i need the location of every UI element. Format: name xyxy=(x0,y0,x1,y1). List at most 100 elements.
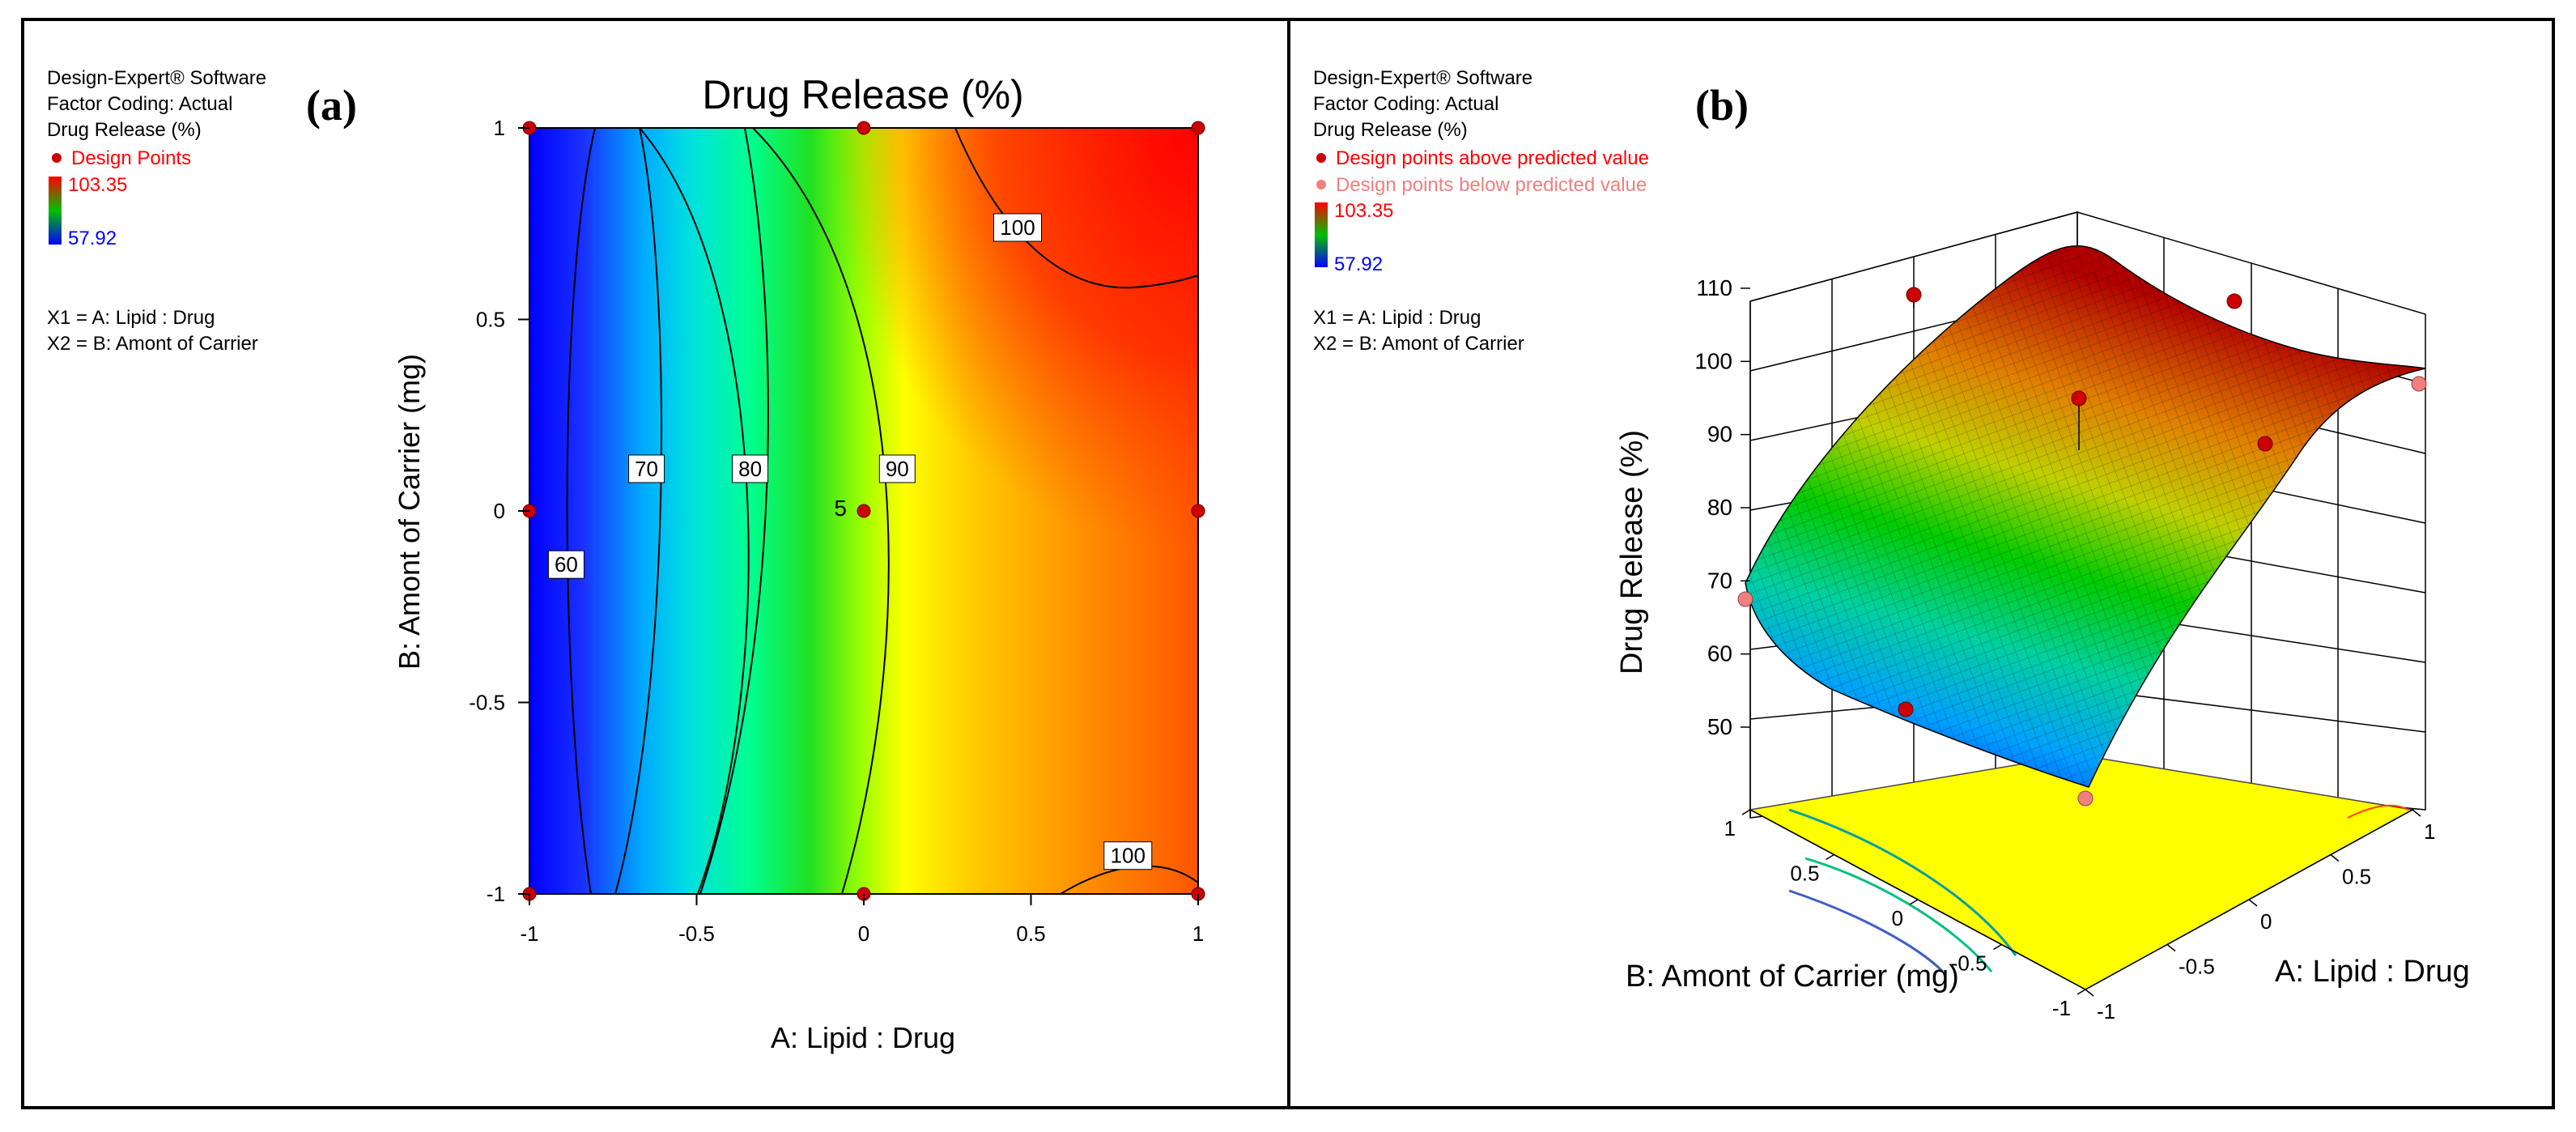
contour-design-point xyxy=(1191,504,1205,518)
contour-x-axis-label: A: Lipid : Drug xyxy=(771,1021,955,1054)
legend-b-max: 103.35 xyxy=(1334,200,1393,222)
surface-y-tick-mark xyxy=(1909,899,1919,905)
panel-a-title: Drug Release (%) xyxy=(702,72,1023,117)
surface-x-axis-label: A: Lipid : Drug xyxy=(2275,955,2470,989)
surface-y-tick-mark xyxy=(1826,853,1834,861)
contour-y-tick-label: 0.5 xyxy=(476,308,505,332)
contour-line-80 xyxy=(639,127,750,895)
legend-b-below-marker xyxy=(1316,180,1326,189)
contour-label: 70 xyxy=(635,457,658,481)
contour-x-tick-label: -0.5 xyxy=(678,921,715,946)
surface-x-tick-label: 0.5 xyxy=(2342,865,2371,889)
surface-design-points xyxy=(1737,287,2427,806)
contour-y-axis-label: B: Amont of Carrier (mg) xyxy=(393,354,426,670)
legend-b-line-3: Drug Release (%) xyxy=(1313,119,1468,141)
surface-z-tick-label: 60 xyxy=(1707,641,1732,666)
surface-y-ticks: -1 -0.5 0 0.5 1 xyxy=(1724,809,2086,1020)
surface-y-tick-mark xyxy=(1741,809,1751,815)
floor-contour-4 xyxy=(2347,804,2409,819)
contour-label: 60 xyxy=(555,552,578,577)
surface-y-tick-mark xyxy=(2077,989,2086,995)
legend-b-above: Design points above predicted value xyxy=(1336,147,1649,169)
surface-x-tick-label: 1 xyxy=(2424,819,2435,844)
legend-a-min: 57.92 xyxy=(68,228,117,249)
legend-a-design-points: Design Points xyxy=(71,147,191,169)
legend-a-factor-1: X1 = A: Lipid : Drug xyxy=(47,307,215,329)
point-below-2 xyxy=(1737,591,1753,607)
contour-x-tick-label: -1 xyxy=(520,921,538,946)
contour-x-tick-label: 0 xyxy=(858,921,869,946)
point-below-3 xyxy=(2077,790,2094,806)
legend-b-line-2: Factor Coding: Actual xyxy=(1313,93,1498,115)
surface-y-tick-label: 0 xyxy=(1892,906,1903,930)
surface-x-tick-label: -1 xyxy=(2097,999,2115,1023)
surface-z-tick-label: 110 xyxy=(1696,275,1732,300)
legend-b-factor-1: X1 = A: Lipid : Drug xyxy=(1313,307,1481,329)
surface-z-axis-label: Drug Release (%) xyxy=(1615,430,1649,675)
surface-z-tick-label: 50 xyxy=(1707,714,1732,739)
surface-x-tick-mark xyxy=(2248,899,2258,907)
surface-y-tick-label: 0.5 xyxy=(1790,862,1819,886)
contour-label-box xyxy=(878,454,916,483)
point-below-1 xyxy=(2411,376,2427,392)
panel-b-legend: Design-Expert® Software Factor Coding: A… xyxy=(1313,67,1649,355)
contour-x-tick-label: 0.5 xyxy=(1016,921,1045,946)
surface-x-tick-mark xyxy=(2330,853,2340,862)
point-above-2 xyxy=(2226,293,2242,309)
panel-a: (a) Design-Expert® Software Factor Codin… xyxy=(47,67,1205,1054)
legend-a-line-1: Design-Expert® Software xyxy=(47,67,266,89)
surface-z-ticks: 50 60 70 80 90 100 110 xyxy=(1694,275,1750,739)
legend-b-below: Design points below predicted value xyxy=(1336,174,1647,196)
contour-label: 90 xyxy=(886,457,909,481)
legend-a-color-scale xyxy=(49,177,62,245)
panel-b: (b) Design-Expert® Software Factor Codin… xyxy=(1313,67,2470,1023)
surface-y-tick-label: -1 xyxy=(2052,996,2071,1020)
contour-design-point xyxy=(857,121,871,135)
surface-x-tick-mark xyxy=(2166,943,2176,952)
contour-design-point xyxy=(857,504,871,518)
point-above-4 xyxy=(2257,436,2273,452)
center-replicate-count: 5 xyxy=(834,496,847,521)
legend-b-min: 57.92 xyxy=(1334,253,1383,275)
floor-contour-3 xyxy=(1788,889,1945,973)
surface-y-axis-line xyxy=(1749,809,2086,990)
surface-y-tick-label: -0.5 xyxy=(1951,951,1987,976)
surface-x-ticks: -1 -0.5 0 0.5 1 xyxy=(2085,809,2435,1023)
surface-y-tick-mark xyxy=(1993,943,2002,951)
legend-a-factor-2: X2 = B: Amont of Carrier xyxy=(47,333,258,355)
contour-label: 80 xyxy=(738,457,762,481)
legend-b-factor-2: X2 = B: Amont of Carrier xyxy=(1313,333,1524,355)
contour-line-100-top xyxy=(954,127,1199,289)
contour-y-ticks: -1 -0.5 0 0.5 1 xyxy=(469,116,529,906)
legend-a-line-3: Drug Release (%) xyxy=(47,119,202,141)
legend-a-line-2: Factor Coding: Actual xyxy=(47,93,232,115)
contour-y-tick-label: 1 xyxy=(494,116,505,140)
contour-label-box xyxy=(1103,841,1153,870)
legend-a-max: 103.35 xyxy=(68,174,127,196)
surface-z-tick-label: 70 xyxy=(1707,568,1732,593)
contour-x-ticks: -1 -0.5 0 0.5 1 xyxy=(520,894,1204,946)
contour-design-point xyxy=(1191,121,1205,135)
panel-a-legend: Design-Expert® Software Factor Coding: A… xyxy=(47,67,266,355)
contour-line-80b xyxy=(699,127,769,895)
contour-line-70 xyxy=(614,127,663,895)
legend-b-above-marker xyxy=(1316,153,1326,163)
surface-x-tick-mark xyxy=(2412,809,2421,817)
contour-label: 100 xyxy=(1111,844,1146,868)
contour-label: 100 xyxy=(1000,215,1035,240)
surface-y-tick-label: 1 xyxy=(1724,816,1736,840)
surface-x-tick-label: -0.5 xyxy=(2179,955,2215,979)
legend-a-design-point-marker xyxy=(52,153,62,163)
response-surface-mesh xyxy=(1745,245,2425,788)
contour-labels: 60 70 80 90 100 100 xyxy=(547,213,1153,870)
contour-label-box xyxy=(993,213,1042,242)
floor-contour-1 xyxy=(1788,808,2017,956)
legend-b-color-scale xyxy=(1315,202,1328,267)
contour-design-points xyxy=(522,121,1205,901)
contour-line-60 xyxy=(566,127,596,895)
point-above-1 xyxy=(1906,287,1922,303)
surface-z-tick-label: 80 xyxy=(1707,495,1732,520)
surface-x-tick-mark xyxy=(2085,989,2094,997)
legend-b-line-1: Design-Expert® Software xyxy=(1313,67,1532,89)
surface-x-tick-label: 0 xyxy=(2260,909,2272,934)
